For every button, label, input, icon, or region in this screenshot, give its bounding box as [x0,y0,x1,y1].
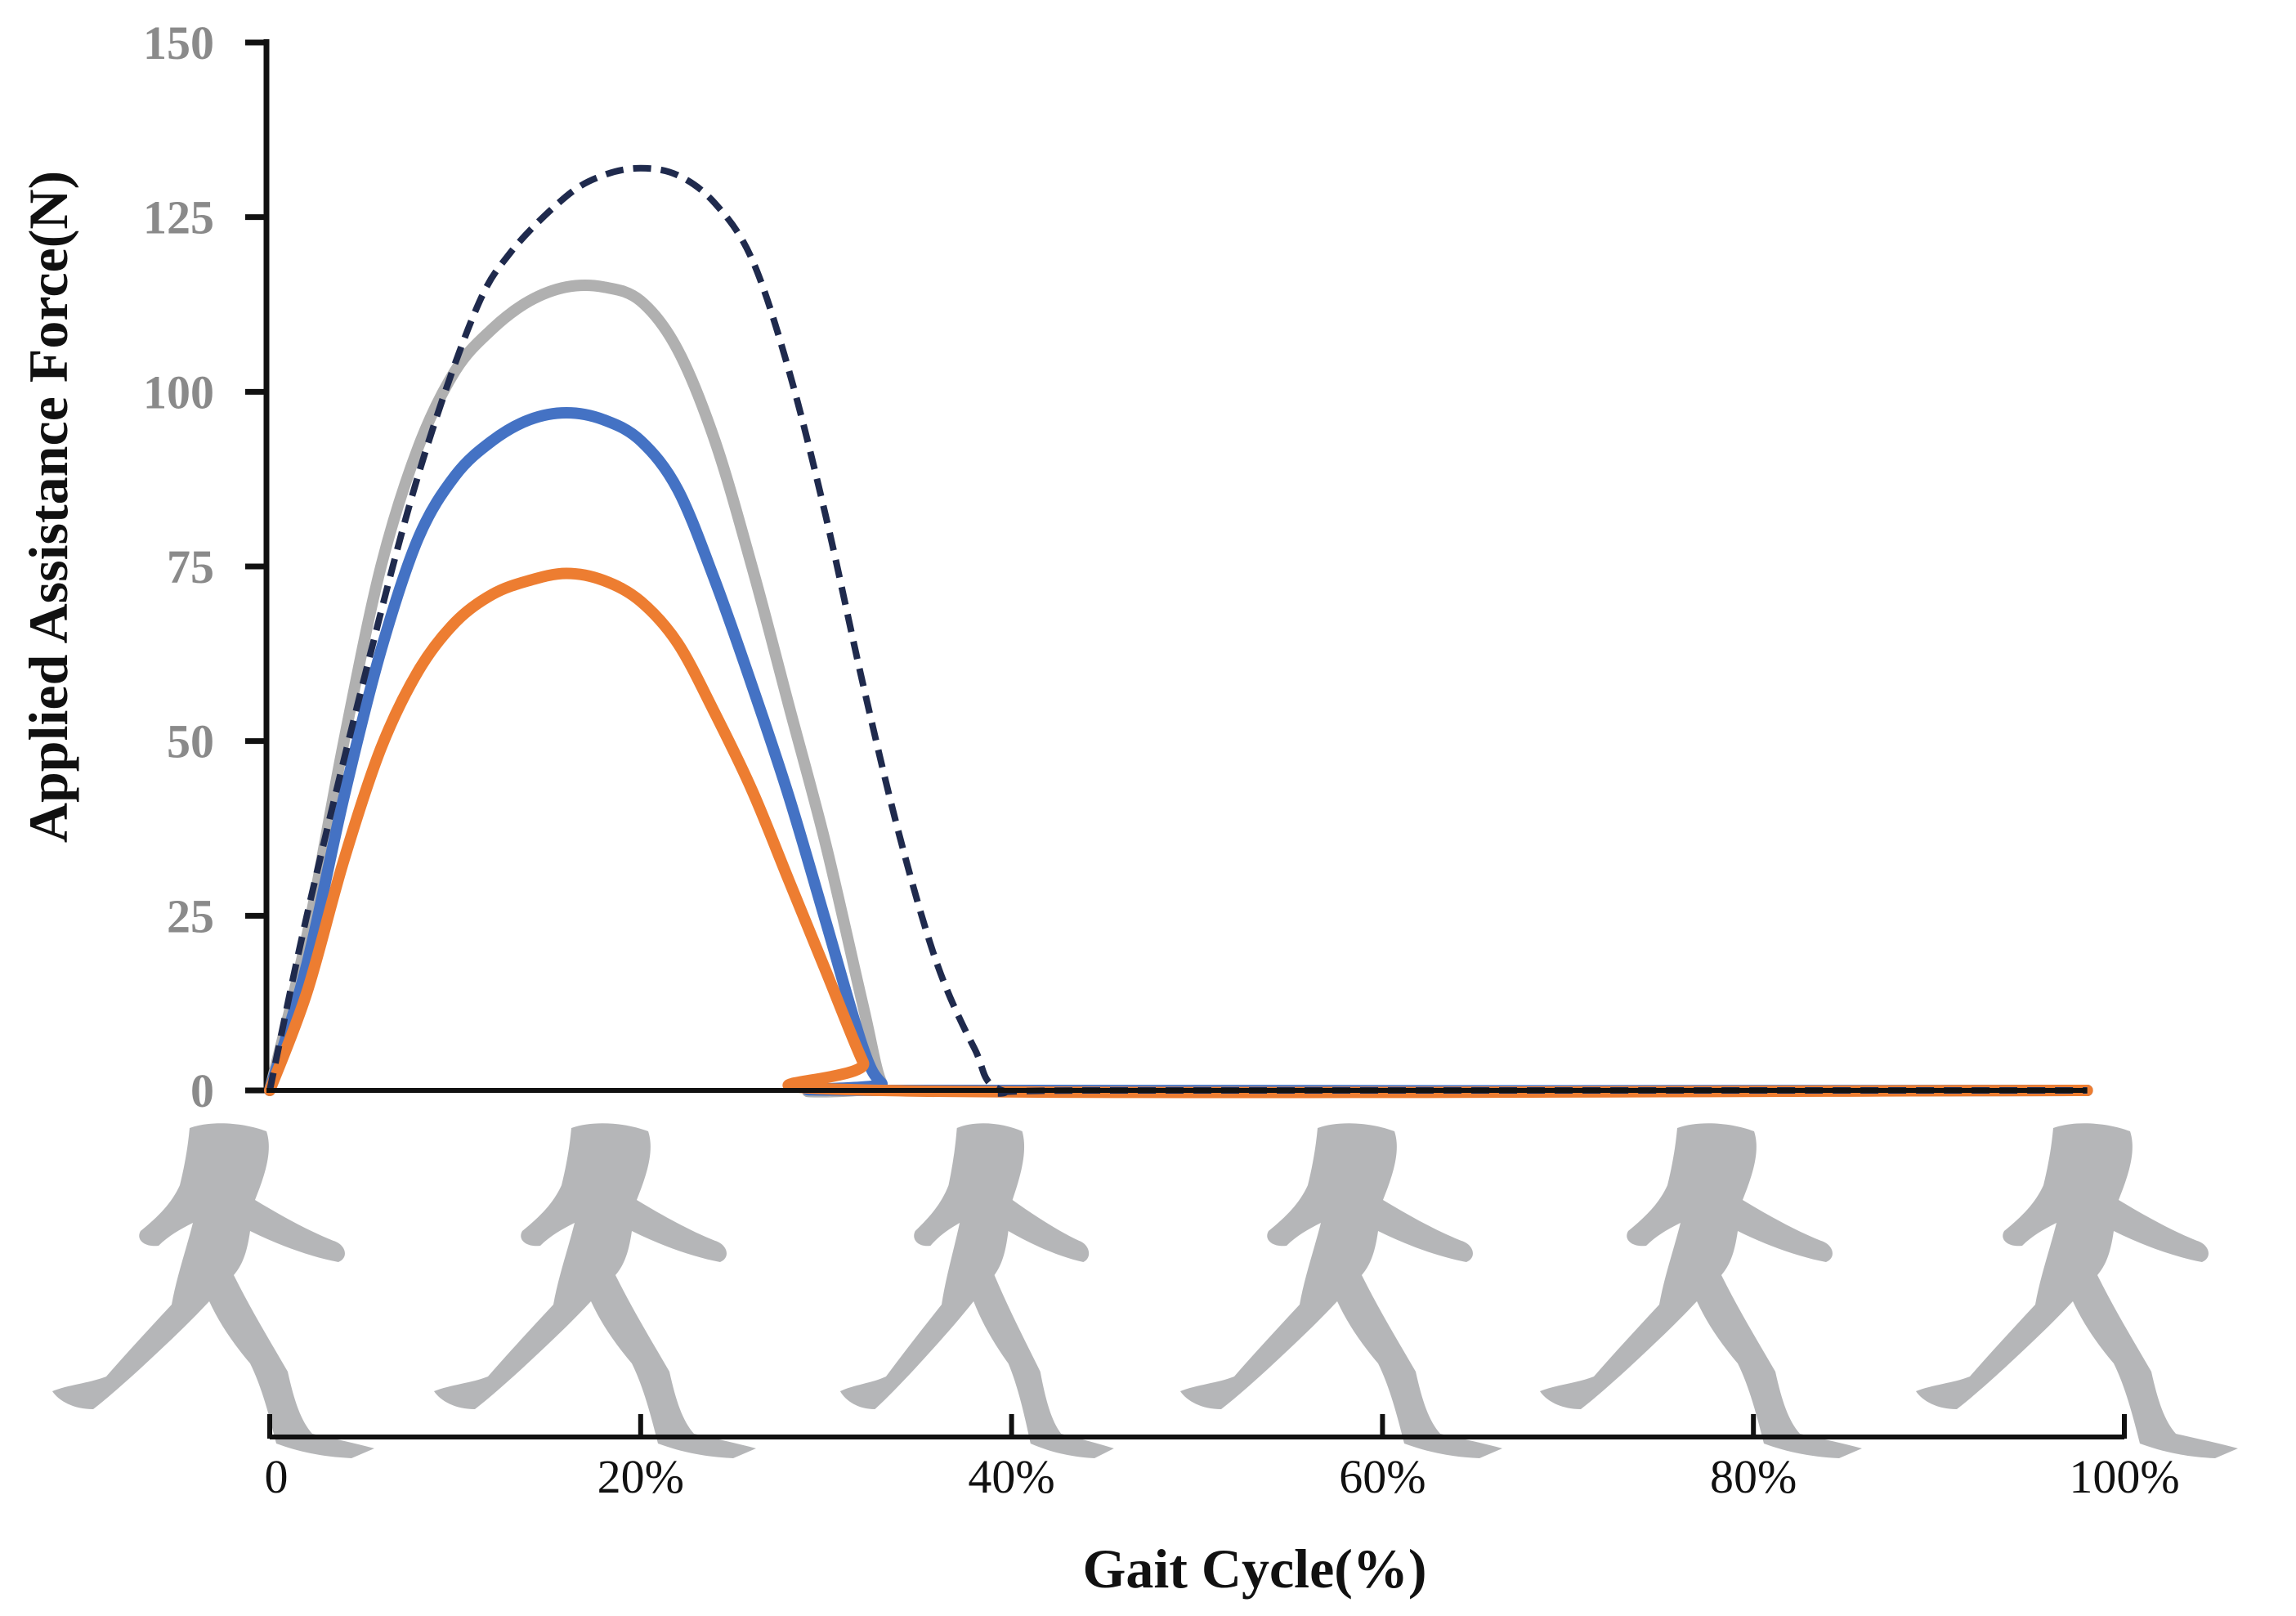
x-tick-label: 80% [1710,1450,1797,1503]
gait-figure-mid-swing [1180,1123,1502,1458]
series-lines [264,164,2093,1099]
x-tick-label: 0 [265,1450,289,1503]
gait-figure-loading [434,1123,756,1458]
gait-figure-heel-strike [52,1123,374,1458]
gait-figure-heel-strike-2 [1916,1123,2238,1458]
y-tick-label: 125 [143,191,214,244]
gait-figure-swing [839,1123,1114,1458]
series-line-gray [264,280,2093,1098]
y-tick-label: 150 [143,16,214,69]
y-tick-label: 75 [167,540,214,593]
y-axis-tick-labels: 0 25 50 75 100 125 150 [143,16,214,1117]
x-axis-title: Gait Cycle(%) [1082,1538,1426,1600]
gait-figure-terminal [1540,1123,1862,1458]
series-line-blue [264,407,2093,1097]
series-line-orange [264,567,2093,1099]
x-tick-label: 60% [1339,1450,1425,1503]
y-tick-label: 100 [143,365,214,419]
gait-figures [52,1123,2238,1458]
y-axis-ticks [245,39,266,1094]
x-axis-tick-labels: 0 20% 40% 60% 80% 100% [265,1450,2180,1503]
x-tick-label: 40% [968,1450,1054,1503]
y-axis-title: Applied Assistance Force(N) [17,171,79,843]
x-tick-label: 100% [2069,1450,2179,1503]
y-tick-label: 50 [167,715,214,768]
x-axis-ticks [267,1414,2127,1439]
y-tick-label: 0 [190,1064,214,1117]
series-line-dashed-navy [266,164,2088,1097]
y-tick-label: 25 [167,889,214,942]
x-tick-label: 20% [597,1450,684,1503]
